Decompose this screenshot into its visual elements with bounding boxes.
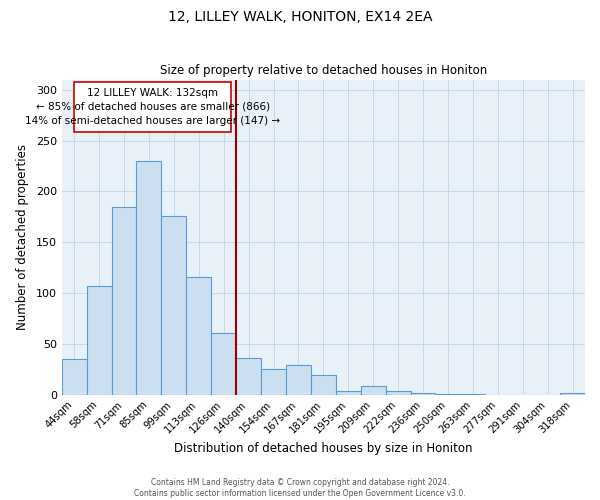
Text: 12 LILLEY WALK: 132sqm
← 85% of detached houses are smaller (866)
14% of semi-de: 12 LILLEY WALK: 132sqm ← 85% of detached… bbox=[25, 88, 280, 126]
Bar bbox=[236, 358, 261, 395]
Bar bbox=[386, 390, 410, 394]
Bar bbox=[161, 216, 187, 394]
Bar bbox=[560, 392, 585, 394]
Bar bbox=[311, 376, 336, 394]
X-axis label: Distribution of detached houses by size in Honiton: Distribution of detached houses by size … bbox=[174, 442, 473, 455]
Bar bbox=[261, 369, 286, 394]
FancyBboxPatch shape bbox=[74, 82, 231, 132]
Bar bbox=[286, 365, 311, 394]
Text: 12, LILLEY WALK, HONITON, EX14 2EA: 12, LILLEY WALK, HONITON, EX14 2EA bbox=[168, 10, 432, 24]
Title: Size of property relative to detached houses in Honiton: Size of property relative to detached ho… bbox=[160, 64, 487, 77]
Bar bbox=[361, 386, 386, 394]
Bar bbox=[86, 286, 112, 395]
Bar bbox=[187, 276, 211, 394]
Bar bbox=[112, 206, 136, 394]
Bar bbox=[211, 332, 236, 394]
Bar bbox=[410, 392, 436, 394]
Bar bbox=[136, 161, 161, 394]
Y-axis label: Number of detached properties: Number of detached properties bbox=[16, 144, 29, 330]
Text: Contains HM Land Registry data © Crown copyright and database right 2024.
Contai: Contains HM Land Registry data © Crown c… bbox=[134, 478, 466, 498]
Bar bbox=[336, 390, 361, 394]
Bar bbox=[62, 359, 86, 394]
